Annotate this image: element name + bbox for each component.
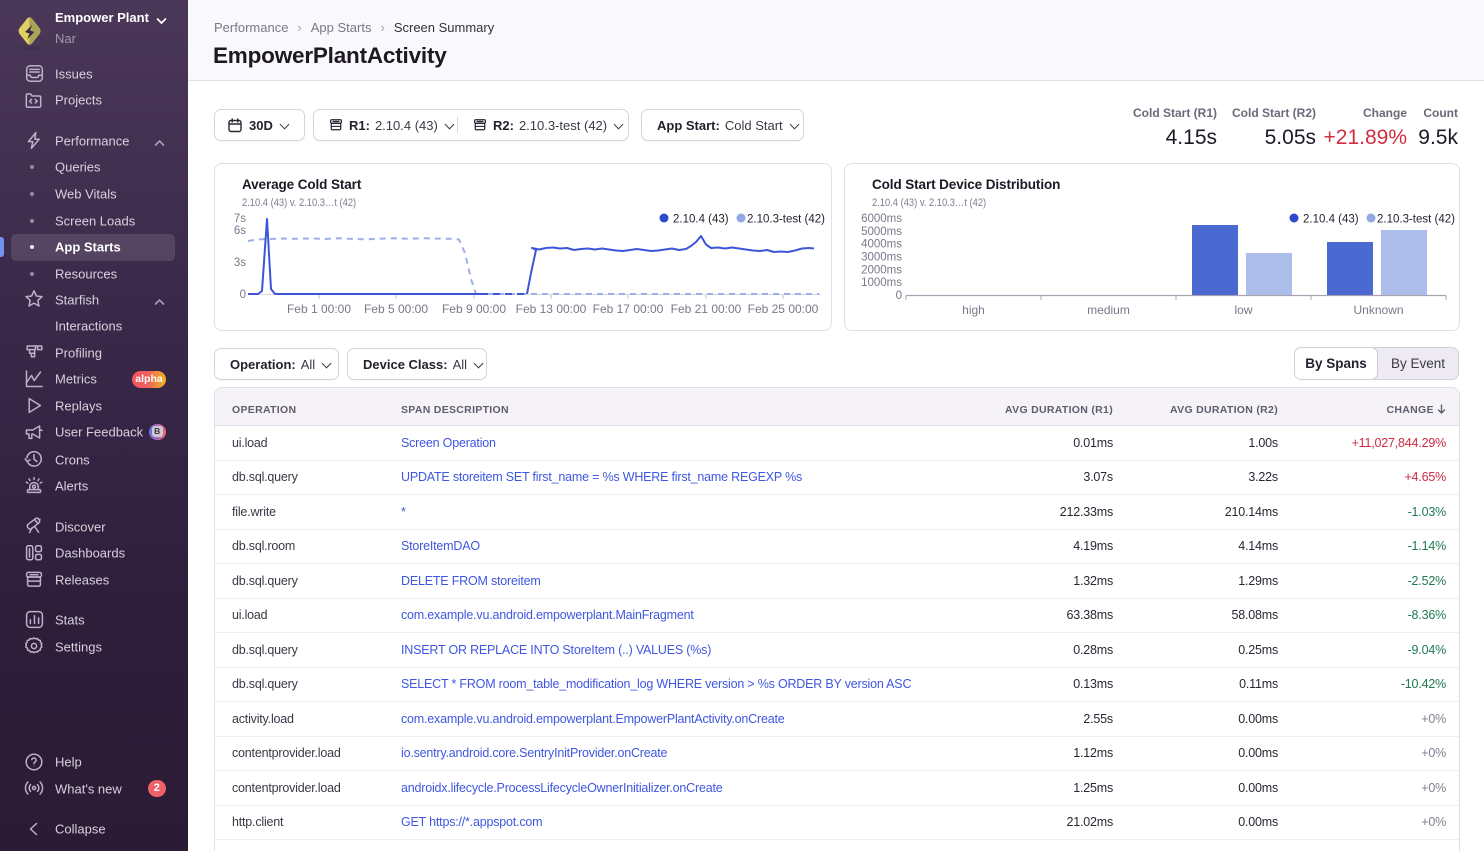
svg-text:2.10.4 (43): 2.10.4 (43): [673, 214, 729, 226]
svg-text:Feb 1 00:00: Feb 1 00:00: [287, 302, 351, 316]
svg-text:3s: 3s: [234, 257, 246, 269]
svg-text:Feb 17 00:00: Feb 17 00:00: [593, 302, 664, 316]
svg-text:0: 0: [896, 290, 902, 302]
svg-text:6s: 6s: [234, 225, 246, 237]
svg-text:Feb 13 00:00: Feb 13 00:00: [516, 302, 587, 316]
svg-text:2.10.3-test (42): 2.10.3-test (42): [747, 214, 825, 226]
svg-text:7s: 7s: [234, 213, 246, 225]
svg-text:high: high: [962, 303, 985, 317]
svg-text:2000ms: 2000ms: [861, 265, 902, 277]
svg-text:low: low: [1234, 303, 1252, 317]
svg-text:medium: medium: [1087, 303, 1130, 317]
svg-text:2.10.4 (43): 2.10.4 (43): [1303, 214, 1359, 226]
svg-text:Feb 21 00:00: Feb 21 00:00: [671, 302, 742, 316]
svg-text:5000ms: 5000ms: [861, 226, 902, 238]
svg-text:Unknown: Unknown: [1353, 303, 1403, 317]
svg-text:Feb 9 00:00: Feb 9 00:00: [442, 302, 506, 316]
svg-text:0: 0: [240, 289, 246, 301]
svg-text:2.10.3-test (42): 2.10.3-test (42): [1377, 214, 1455, 226]
svg-text:Feb 5 00:00: Feb 5 00:00: [364, 302, 428, 316]
svg-text:Feb 25 00:00: Feb 25 00:00: [748, 302, 819, 316]
svg-text:6000ms: 6000ms: [861, 213, 902, 225]
svg-text:4000ms: 4000ms: [861, 239, 902, 251]
svg-text:3000ms: 3000ms: [861, 252, 902, 264]
svg-text:1000ms: 1000ms: [861, 277, 902, 289]
